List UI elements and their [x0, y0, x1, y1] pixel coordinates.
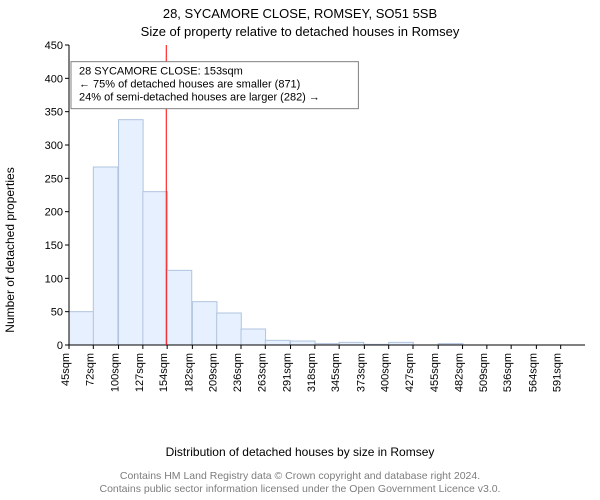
- x-tick-label: 154sqm: [158, 353, 170, 392]
- x-tick-label: 345sqm: [330, 353, 342, 392]
- x-tick-label: 400sqm: [380, 353, 392, 392]
- footer-line-2: Contains public sector information licen…: [100, 483, 501, 495]
- x-tick-label: 72sqm: [84, 353, 96, 386]
- histogram-bar: [119, 120, 144, 345]
- x-tick-label: 291sqm: [282, 353, 294, 392]
- y-tick-label: 450: [45, 40, 63, 52]
- y-tick-label: 0: [57, 340, 63, 352]
- y-tick-label: 400: [45, 73, 63, 85]
- chart-title-main: 28, SYCAMORE CLOSE, ROMSEY, SO51 5SB: [0, 6, 600, 21]
- annotation-line: 24% of semi-detached houses are larger (…: [79, 92, 320, 104]
- y-tick-label: 100: [45, 273, 63, 285]
- histogram-bar: [265, 340, 290, 345]
- x-tick-label: 263sqm: [256, 353, 268, 392]
- x-tick-label: 318sqm: [306, 353, 318, 392]
- y-axis-label: Number of detached properties: [3, 167, 17, 332]
- x-tick-label: 182sqm: [183, 353, 195, 392]
- histogram-bar: [167, 270, 192, 345]
- histogram-bar: [192, 302, 217, 345]
- histogram-bar: [241, 329, 266, 345]
- annotation-line: ← 75% of detached houses are smaller (87…: [79, 79, 300, 91]
- y-tick-label: 50: [51, 307, 63, 319]
- x-tick-label: 591sqm: [552, 353, 564, 392]
- x-tick-label: 536sqm: [502, 353, 514, 392]
- x-tick-label: 482sqm: [454, 353, 466, 392]
- y-tick-label: 300: [45, 140, 63, 152]
- x-tick-label: 100sqm: [110, 353, 122, 392]
- y-tick-label: 350: [45, 107, 63, 119]
- x-tick-label: 564sqm: [527, 353, 539, 392]
- x-axis-label: Distribution of detached houses by size …: [0, 445, 600, 459]
- x-tick-label: 209sqm: [208, 353, 220, 392]
- footer-attribution: Contains HM Land Registry data © Crown c…: [0, 470, 600, 496]
- x-tick-label: 455sqm: [429, 353, 441, 392]
- x-tick-label: 509sqm: [478, 353, 490, 392]
- x-tick-label: 427sqm: [404, 353, 416, 392]
- x-tick-label: 45sqm: [60, 353, 72, 386]
- y-tick-label: 200: [45, 207, 63, 219]
- chart-title-sub: Size of property relative to detached ho…: [0, 24, 600, 39]
- x-tick-label: 236sqm: [232, 353, 244, 392]
- histogram-bar: [291, 341, 316, 345]
- histogram-bar: [93, 167, 118, 345]
- annotation-box: 28 SYCAMORE CLOSE: 153sqm← 75% of detach…: [71, 62, 358, 109]
- y-tick-label: 150: [45, 240, 63, 252]
- histogram-bar: [69, 312, 94, 345]
- annotation-line: 28 SYCAMORE CLOSE: 153sqm: [79, 66, 243, 78]
- x-tick-label: 373sqm: [355, 353, 367, 392]
- histogram-bar: [217, 313, 242, 345]
- histogram-bar: [143, 192, 168, 345]
- footer-line-1: Contains HM Land Registry data © Crown c…: [120, 470, 480, 482]
- y-tick-label: 250: [45, 173, 63, 185]
- x-tick-label: 127sqm: [134, 353, 146, 392]
- histogram-plot: 05010015020025030035040045045sqm72sqm100…: [47, 45, 590, 400]
